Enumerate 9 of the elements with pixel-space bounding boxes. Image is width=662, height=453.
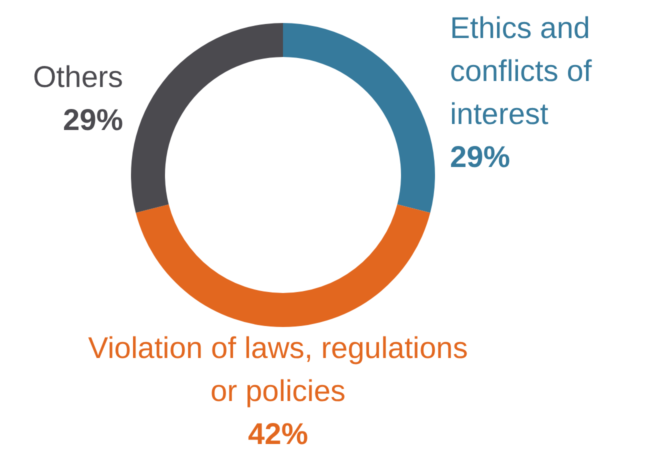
donut-slice xyxy=(283,23,435,213)
slice-label: Ethics and conflicts of interest xyxy=(450,12,592,131)
data-label: 42% xyxy=(248,418,308,451)
donut-slice xyxy=(136,204,430,327)
slice-label: Others xyxy=(32,61,123,94)
slice-label: Violation of laws, regulations or policies xyxy=(88,332,468,408)
data-label: 29% xyxy=(62,104,123,137)
donut-slice xyxy=(131,23,283,213)
data-label: 29% xyxy=(450,141,510,174)
